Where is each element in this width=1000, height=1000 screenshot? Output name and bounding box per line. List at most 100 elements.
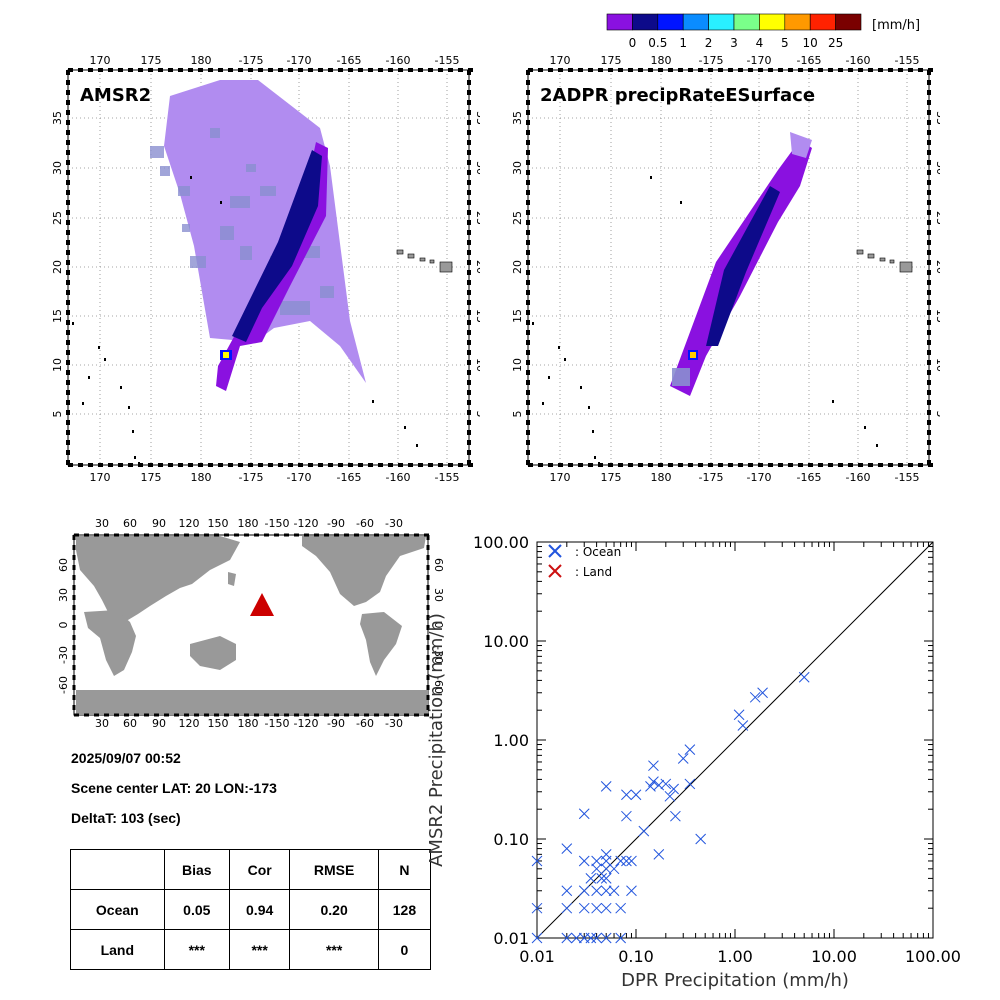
ocean-point: [596, 873, 608, 884]
panel-title: 2ADPR precipRateESurface: [540, 85, 815, 106]
y-tick-label: 1.00: [493, 731, 529, 750]
atoll-dot: [650, 176, 652, 179]
low-precip-cell: [190, 256, 206, 268]
world-lon-label: -150: [265, 517, 290, 530]
y-tick-label: 0.10: [493, 830, 529, 849]
colorbar-tick-label: 4: [756, 36, 764, 50]
precip-peak: [690, 352, 696, 358]
map-lat-label: 10: [934, 358, 940, 372]
world-lon-label: -150: [265, 717, 290, 730]
ocean-point-stroke: [638, 825, 650, 837]
atolls: [532, 176, 878, 465]
colorbar-tick-label: 2: [705, 36, 713, 50]
ocean-point-stroke: [531, 932, 543, 944]
colorbar-tick-label: 0: [629, 36, 637, 50]
colorbar-swatch: [835, 13, 862, 31]
stats-row-ocean: Ocean 0.05 0.94 0.20 128: [70, 889, 432, 930]
island-shape: [419, 257, 426, 262]
map-lon-label: -160: [846, 471, 871, 484]
atoll-dot: [190, 176, 192, 179]
world-lon-label: 60: [123, 717, 137, 730]
map-lon-label: -165: [337, 54, 362, 67]
ocean-point: [531, 902, 543, 914]
ocean-point-stroke: [645, 781, 656, 792]
map-lon-label: -160: [386, 471, 411, 484]
ocean-point-stroke: [615, 932, 627, 944]
ocean-point-stroke: [591, 885, 602, 897]
atoll-dot: [876, 444, 878, 447]
ocean-point: [695, 833, 707, 845]
map-lon-label: 175: [141, 54, 162, 67]
ocean-point: [749, 691, 761, 703]
map-lon-label: -155: [895, 54, 920, 67]
world-lat-label: -30: [57, 646, 70, 664]
map-lat-label: 20: [934, 260, 940, 274]
legend-label: : Land: [575, 565, 612, 579]
ocean-point-stroke: [585, 873, 597, 884]
map-lon-label: 180: [191, 471, 212, 484]
stats-row-land: Land *** *** *** 0: [70, 929, 432, 970]
precip-swath: [670, 132, 812, 396]
precip-swath: [150, 80, 366, 391]
atoll-dot: [134, 456, 136, 459]
map-lon-label: -165: [797, 471, 822, 484]
world-lat-label: 60: [57, 558, 70, 572]
ocean-point-stroke: [695, 833, 707, 845]
ocean-point: [561, 932, 573, 944]
ocean-point: [591, 902, 602, 914]
ocean-point-stroke: [561, 885, 573, 897]
landmass: [190, 636, 236, 670]
map-lat-label: 15: [511, 309, 524, 323]
island-shape: [879, 257, 886, 262]
island-shape: [396, 249, 404, 255]
stats-n: 0: [377, 929, 432, 970]
heavy-precip-band: [232, 150, 322, 342]
ocean-point-stroke: [561, 932, 573, 944]
stats-rmse: 0.20: [289, 889, 379, 930]
ocean-point: [615, 855, 627, 867]
map-lon-label: 180: [651, 54, 672, 67]
ocean-point-stroke: [596, 873, 608, 884]
ocean-point-stroke: [578, 855, 590, 867]
atoll-dot: [588, 406, 590, 409]
ocean-point-stroke: [660, 778, 672, 790]
low-precip-cell: [178, 186, 190, 196]
world-lon-label: -30: [385, 717, 403, 730]
atoll-dot: [98, 346, 100, 349]
scene-datetime: 2025/09/07 00:52: [71, 750, 181, 766]
stats-rmse: ***: [289, 929, 379, 970]
world-lon-label: -60: [356, 517, 374, 530]
ocean-point: [578, 855, 590, 867]
map-lon-label: -170: [747, 471, 772, 484]
low-precip-cell: [280, 301, 310, 315]
map-lat-label: 15: [934, 309, 940, 323]
map-lat-label: 5: [511, 411, 524, 418]
ocean-point: [638, 825, 650, 837]
atoll-dot: [220, 201, 222, 204]
ocean-point-stroke: [608, 885, 620, 897]
stats-table: Bias Cor RMSE N Ocean 0.05 0.94 0.20 128…: [70, 849, 432, 970]
ocean-point: [600, 902, 612, 914]
map-lon-label: -175: [239, 54, 264, 67]
colorbar: [mm/h] 0 0.5 1 2 3 4 5 10 25: [606, 13, 920, 50]
light-precip-area: [790, 132, 812, 158]
map-lon-label: 180: [191, 54, 212, 67]
ocean-point-stroke: [757, 687, 768, 699]
map-lon-label: -170: [287, 54, 312, 67]
atoll-dot: [864, 426, 866, 429]
atoll-dot: [832, 400, 834, 403]
island-shape: [407, 253, 415, 259]
atoll-dot: [82, 402, 84, 405]
map-lon-label: -155: [435, 54, 460, 67]
atoll-dot: [558, 346, 560, 349]
atoll-dot: [548, 376, 550, 379]
map-lat-label: 5: [934, 411, 940, 418]
map-lat-label: 25: [934, 211, 940, 225]
ocean-point: [626, 885, 637, 897]
ocean-point: [578, 808, 590, 820]
atoll-dot: [580, 386, 582, 389]
colorbar-swatch: [682, 13, 709, 31]
map-lat-label: 10: [51, 358, 64, 372]
ocean-point: [615, 902, 627, 914]
atoll-dot: [128, 406, 130, 409]
